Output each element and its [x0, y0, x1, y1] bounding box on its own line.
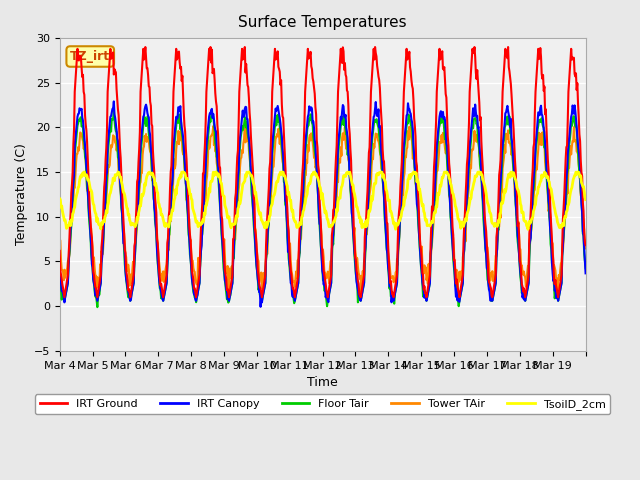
X-axis label: Time: Time	[307, 376, 338, 389]
Legend: IRT Ground, IRT Canopy, Floor Tair, Tower TAir, TsoilD_2cm: IRT Ground, IRT Canopy, Floor Tair, Towe…	[35, 394, 610, 414]
Y-axis label: Temperature (C): Temperature (C)	[15, 144, 28, 245]
Text: TZ_irt: TZ_irt	[70, 50, 110, 63]
Title: Surface Temperatures: Surface Temperatures	[238, 15, 407, 30]
